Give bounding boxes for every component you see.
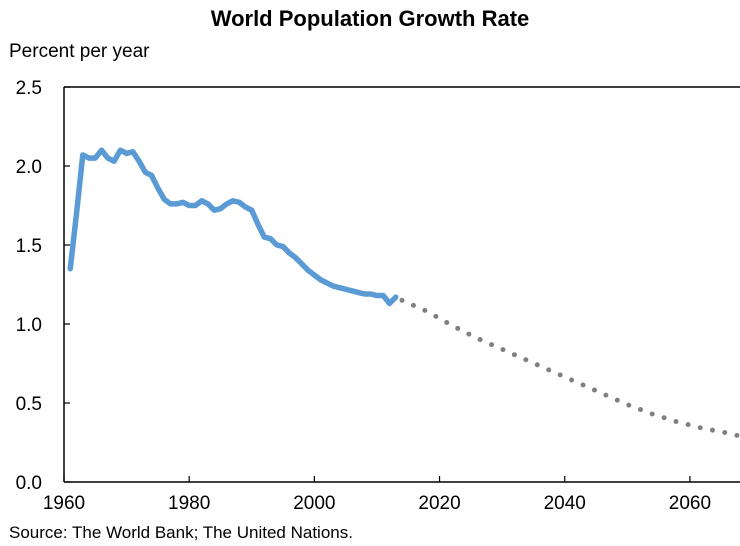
- x-tick-label: 2040: [544, 493, 586, 514]
- y-axis-label: Percent per year: [9, 41, 150, 62]
- y-tick-label: 0.5: [16, 394, 42, 415]
- x-tick-label: 1980: [168, 493, 210, 514]
- x-tick-label: 2060: [669, 493, 711, 514]
- historical-line: [67, 147, 399, 307]
- y-tick-label: 0.0: [16, 473, 42, 494]
- y-tick-label: 1.5: [16, 236, 42, 257]
- chart-title: World Population Growth Rate: [210, 6, 530, 31]
- x-tick-label: 1960: [43, 493, 85, 514]
- y-tick-label: 2.5: [16, 78, 42, 99]
- y-tick-label: 2.0: [16, 157, 42, 178]
- x-tick-label: 2000: [293, 493, 335, 514]
- source-note: Source: The World Bank; The United Natio…: [9, 523, 353, 542]
- y-tick-label: 1.0: [16, 315, 42, 336]
- projection-line: [399, 297, 740, 439]
- x-tick-label: 2020: [418, 493, 460, 514]
